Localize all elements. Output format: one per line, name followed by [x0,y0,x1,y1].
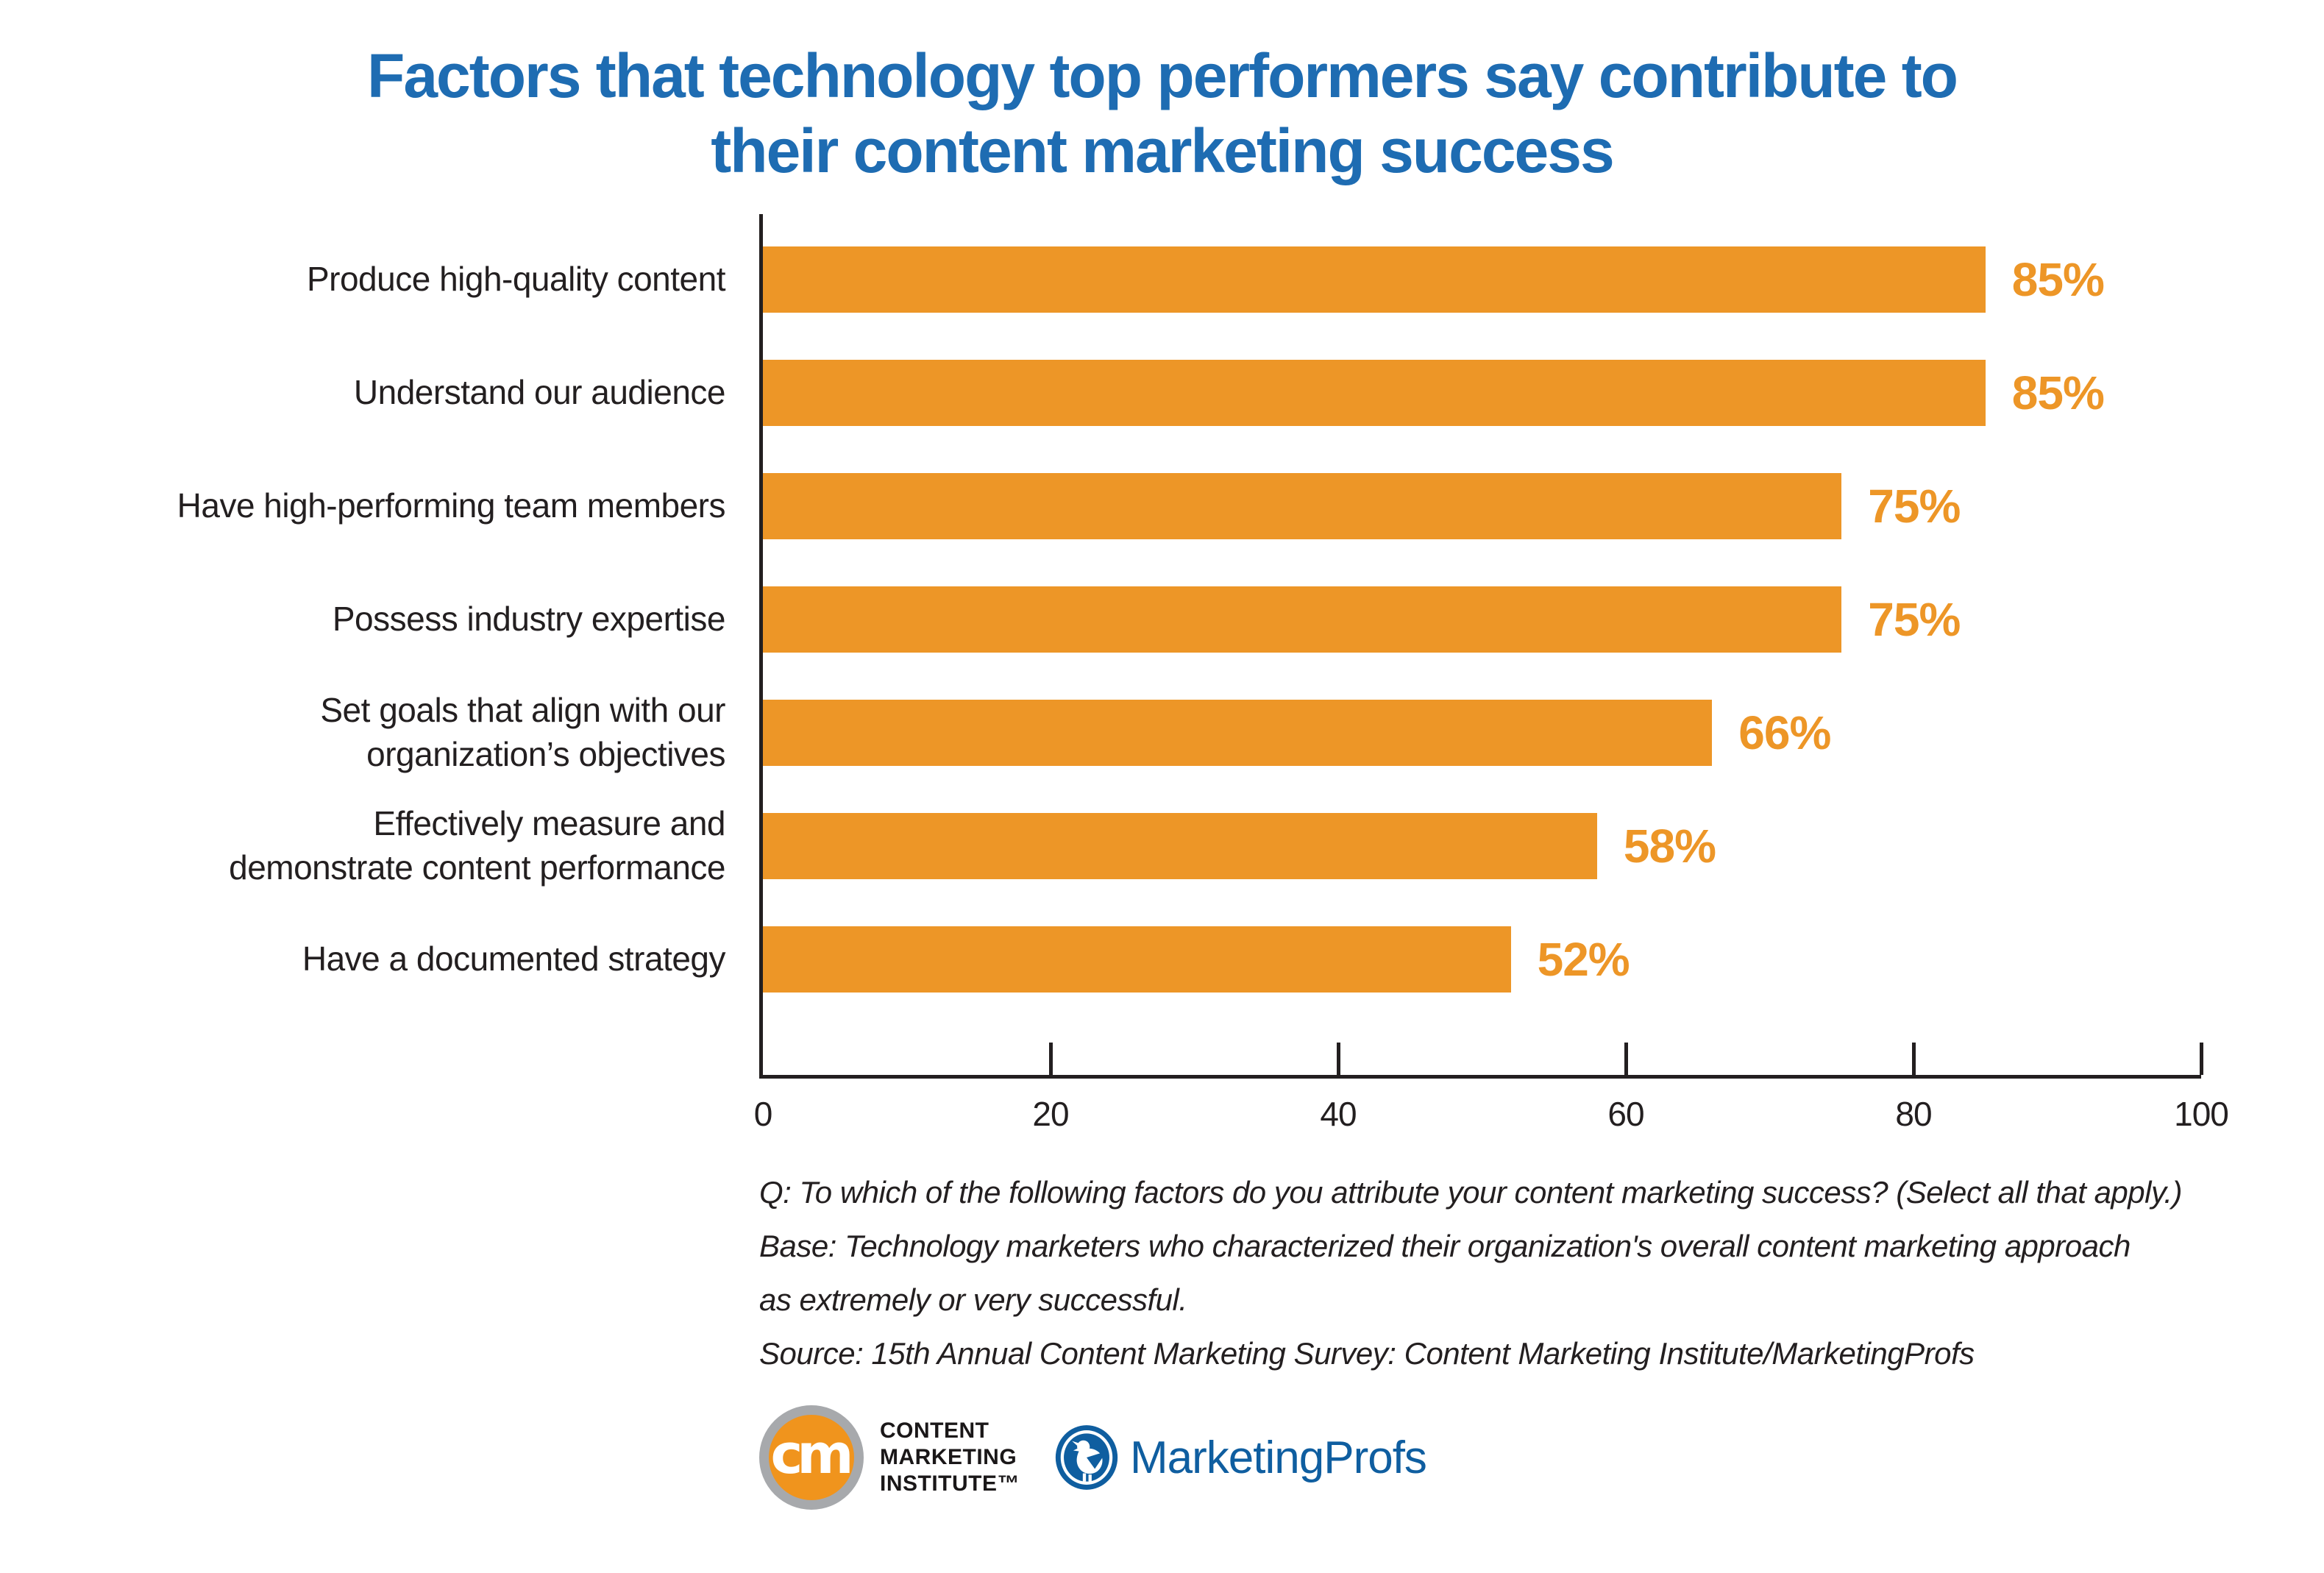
footnote-line: Source: 15th Annual Content Marketing Su… [759,1336,1975,1371]
x-axis-tick-label: 60 [1607,1094,1644,1133]
bar [763,812,1597,879]
bar-row: 75% [763,450,2201,563]
x-axis-tick [1624,1042,1628,1075]
category-cell: Have high-performing team members [88,450,759,563]
value-label: 52% [1537,932,1630,986]
footer-logos: cm CONTENT MARKETING INSTITUTE™ Marketin… [759,1405,2324,1510]
category-label: Have a documented strategy [302,940,726,979]
category-cell: Have a documented strategy [88,903,759,1016]
category-cell: Effectively measure and demonstrate cont… [88,789,759,903]
category-label: Have high-performing team members [177,486,726,525]
cmi-monogram: cm [770,1423,854,1487]
category-label: Possess industry expertise [332,600,726,639]
x-axis-tick-label: 0 [753,1094,773,1133]
x-axis-tick-label: 100 [2174,1094,2229,1133]
category-label: Set goals that align with our organizati… [320,691,725,773]
bar [763,926,1511,993]
bar-row: 58% [763,789,2201,903]
category-cell: Understand our audience [88,336,759,450]
bar-row: 85% [763,336,2201,450]
bars-container: 85% 85% 75% 75% 66% 58% 52% [763,223,2201,1016]
bar [763,472,1842,539]
cmi-logo: cm CONTENT MARKETING INSTITUTE™ [759,1405,1020,1510]
bar-row: 85% [763,223,2201,336]
bar-row: 66% [763,676,2201,789]
category-cell: Possess industry expertise [88,563,759,676]
value-label: 66% [1738,706,1831,759]
value-label: 85% [2011,252,2105,306]
plot-area: 85% 85% 75% 75% 66% 58% 52% 0 20 40 60 80 100 [754,213,2229,1133]
bar [763,246,1986,313]
value-label: 75% [1868,479,1961,533]
value-label: 75% [1868,592,1961,646]
bar-row: 52% [763,903,2201,1016]
x-axis-tick [1337,1042,1340,1075]
category-cell: Set goals that align with our organizati… [88,676,759,789]
value-label: 85% [2011,366,2105,419]
footnotes: Q: To which of the following factors do … [759,1165,2324,1380]
x-axis-tick-label: 40 [1320,1094,1357,1133]
footnote-line: Q: To which of the following factors do … [759,1174,2183,1210]
bar-row: 75% [763,563,2201,676]
x-axis-tick-label: 20 [1032,1094,1069,1133]
bird-icon [1055,1425,1118,1491]
bar-chart: Produce high-quality content Understand … [88,213,2324,1133]
marketingprofs-wordmark: MarketingProfs [1130,1432,1427,1483]
bar [763,586,1842,653]
category-labels-column: Produce high-quality content Understand … [88,223,759,1016]
footnote-line: Base: Technology marketers who character… [759,1229,2131,1318]
x-axis-tick [1912,1042,1916,1075]
marketingprofs-logo: MarketingProfs [1055,1424,1427,1491]
x-axis-tick [1049,1042,1053,1075]
category-cell: Produce high-quality content [88,223,759,336]
cmi-logo-icon: cm [759,1405,864,1510]
category-label: Effectively measure and demonstrate cont… [229,804,725,887]
x-axis-tick [2200,1042,2203,1075]
value-label: 58% [1623,819,1716,873]
category-label: Understand our audience [353,373,726,412]
category-label: Produce high-quality content [306,260,726,299]
cmi-wordmark: CONTENT MARKETING INSTITUTE™ [880,1418,1020,1496]
bar [763,359,1986,426]
bar [763,699,1713,766]
chart-title: Factors that technology top performers s… [367,41,1958,186]
x-axis-tick-label: 80 [1895,1094,1932,1133]
